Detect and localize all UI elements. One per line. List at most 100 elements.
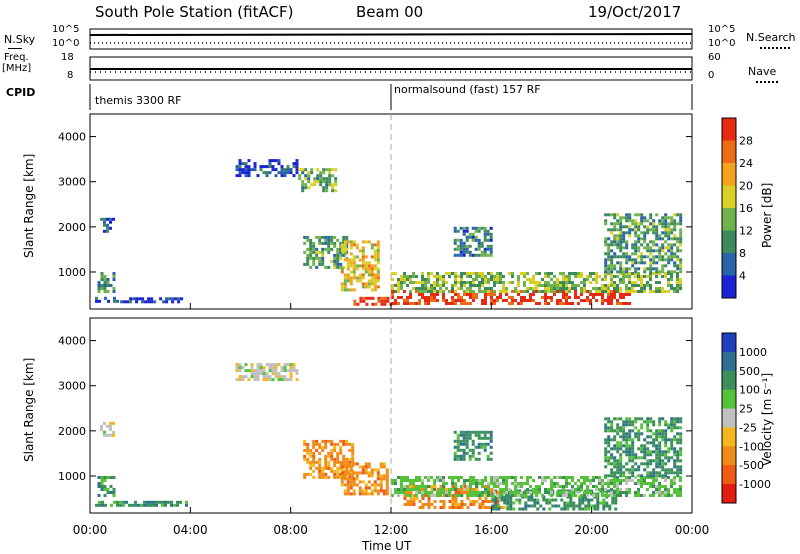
data-cell xyxy=(523,299,526,302)
data-cell xyxy=(112,491,116,494)
data-cell xyxy=(631,258,635,262)
data-cell xyxy=(409,281,412,284)
data-cell xyxy=(622,444,626,448)
data-cell xyxy=(631,465,635,469)
data-cell xyxy=(490,479,493,482)
data-cell xyxy=(577,284,580,287)
data-cell xyxy=(379,486,383,490)
data-cell xyxy=(353,302,357,306)
data-cell xyxy=(466,290,469,293)
data-cell xyxy=(622,278,625,281)
data-cell xyxy=(334,189,338,193)
data-cell xyxy=(469,302,472,305)
data-cell xyxy=(397,287,400,290)
data-cell xyxy=(616,299,619,302)
data-cell xyxy=(340,483,344,487)
data-cell xyxy=(439,491,442,494)
data-cell xyxy=(253,378,257,382)
data-cell xyxy=(637,246,641,250)
data-cell xyxy=(658,471,662,475)
data-cell xyxy=(661,438,665,442)
velocity-ylabel: Slant Range [km] xyxy=(22,357,36,462)
data-cell xyxy=(454,476,457,479)
data-cell xyxy=(244,171,248,175)
data-cell xyxy=(268,375,272,379)
data-cell xyxy=(568,272,571,275)
data-cell xyxy=(652,420,656,424)
data-cell xyxy=(457,299,460,302)
data-cell xyxy=(483,226,487,230)
data-cell xyxy=(649,240,653,244)
data-cell xyxy=(489,250,493,254)
data-cell xyxy=(274,159,278,163)
data-cell xyxy=(658,219,662,223)
data-cell xyxy=(312,259,316,263)
data-cell xyxy=(596,501,600,505)
data-cell xyxy=(364,261,368,265)
data-cell xyxy=(493,476,496,479)
data-cell xyxy=(386,299,390,303)
data-cell xyxy=(622,246,626,250)
data-cell xyxy=(122,500,125,504)
velocity-colorbar-label: Velocity [m s⁻¹] xyxy=(760,372,774,466)
data-cell xyxy=(536,498,540,502)
data-cell xyxy=(511,296,514,299)
data-cell xyxy=(607,246,611,250)
data-cell xyxy=(475,278,478,281)
data-cell xyxy=(462,430,466,434)
data-cell xyxy=(439,485,443,488)
data-cell xyxy=(631,450,635,454)
data-cell xyxy=(604,261,608,265)
x-tick-label: 04:00 xyxy=(173,523,208,537)
data-cell xyxy=(97,284,101,287)
data-cell xyxy=(574,284,577,287)
data-cell xyxy=(462,457,466,461)
data-cell xyxy=(596,507,600,511)
data-cell xyxy=(602,501,606,505)
data-cell xyxy=(466,302,469,305)
data-cell xyxy=(134,500,137,504)
data-cell xyxy=(607,228,611,232)
colorbar-swatch xyxy=(722,408,736,428)
data-cell xyxy=(518,498,522,502)
data-cell xyxy=(496,494,499,497)
data-cell xyxy=(673,491,676,494)
data-cell xyxy=(418,485,421,488)
data-cell xyxy=(595,275,598,278)
data-cell xyxy=(475,275,478,278)
data-cell xyxy=(327,244,331,248)
data-cell xyxy=(610,278,613,281)
data-cell xyxy=(340,249,344,253)
data-cell xyxy=(343,483,347,487)
data-cell xyxy=(112,287,116,290)
data-cell xyxy=(477,244,481,248)
data-cell xyxy=(610,267,614,271)
data-cell xyxy=(480,226,484,230)
data-cell xyxy=(583,287,586,290)
data-cell xyxy=(553,482,556,485)
data-cell xyxy=(619,278,622,281)
data-cell xyxy=(607,456,611,460)
data-cell xyxy=(494,501,498,505)
data-cell xyxy=(303,454,307,458)
data-cell xyxy=(655,444,659,448)
data-cell xyxy=(524,507,528,511)
data-cell xyxy=(489,439,493,443)
data-cell xyxy=(318,472,322,476)
data-cell xyxy=(445,491,448,494)
data-cell xyxy=(478,503,482,506)
data-cell xyxy=(572,504,576,508)
data-cell xyxy=(466,494,469,497)
data-cell xyxy=(427,287,430,290)
data-cell xyxy=(349,468,353,472)
data-cell xyxy=(568,290,571,293)
data-cell xyxy=(598,476,601,479)
data-cell xyxy=(451,506,455,509)
data-cell xyxy=(622,450,626,454)
data-cell xyxy=(619,494,622,497)
data-cell xyxy=(670,284,673,287)
data-cell xyxy=(667,459,671,463)
data-cell xyxy=(607,485,610,488)
data-cell xyxy=(649,284,652,287)
data-cell xyxy=(505,287,508,290)
